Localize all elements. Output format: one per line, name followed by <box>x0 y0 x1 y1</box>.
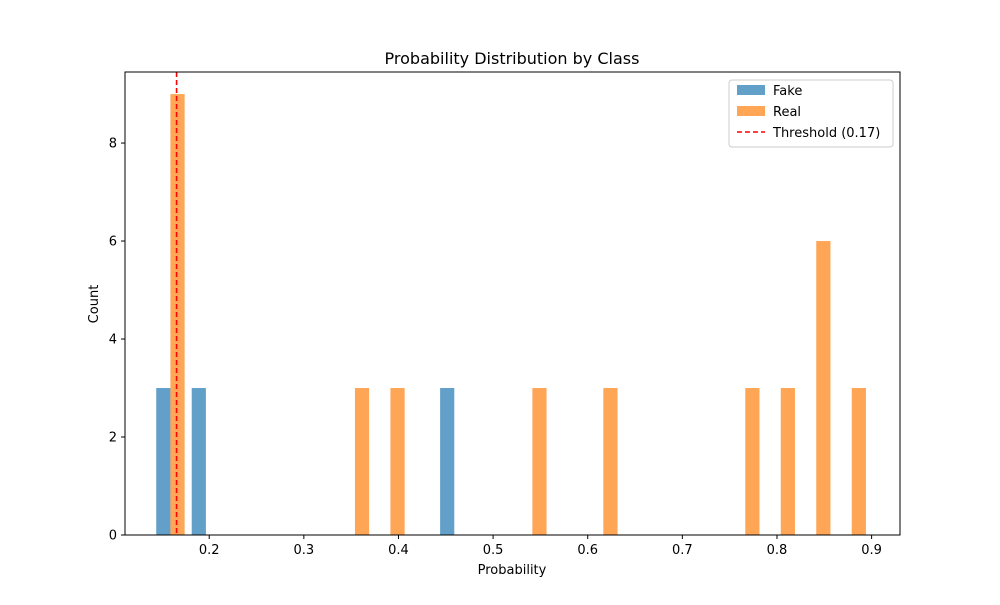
bar-real <box>851 388 866 535</box>
y-tick-label: 2 <box>109 431 117 446</box>
x-tick-label: 0.9 <box>861 543 882 558</box>
y-axis-label: Count <box>87 285 102 324</box>
legend-swatch-fake <box>737 85 765 95</box>
legend-box <box>728 79 894 148</box>
bar-real <box>390 388 405 535</box>
x-tick-label: 0.2 <box>199 543 220 558</box>
x-tick-label: 0.4 <box>388 543 409 558</box>
legend-label-threshold: Threshold (0.17) <box>772 126 880 141</box>
bar-real <box>354 388 370 535</box>
plot-frame <box>124 71 901 536</box>
bar-real <box>780 388 795 535</box>
x-tick-label: 0.5 <box>483 543 504 558</box>
x-tick-label: 0.3 <box>294 543 315 558</box>
bar-real <box>603 388 618 535</box>
x-tick-label: 0.8 <box>767 543 788 558</box>
legend-label-real: Real <box>773 105 801 120</box>
bar-fake <box>191 388 206 535</box>
bar-real <box>816 241 831 536</box>
bar-real <box>532 388 547 535</box>
y-axis-ticks: 0 2 4 6 8 <box>109 137 125 544</box>
legend-label-fake: Fake <box>773 84 802 99</box>
bar-real <box>170 94 185 536</box>
x-axis-label: Probability <box>478 563 547 578</box>
bars-group <box>156 94 866 536</box>
x-tick-label: 0.7 <box>672 543 693 558</box>
x-axis-ticks: 0.2 0.3 0.4 0.5 0.6 0.7 0.8 0.9 <box>199 535 882 558</box>
legend-swatch-real <box>737 106 765 116</box>
y-tick-label: 0 <box>109 529 117 544</box>
chart-title: Probability Distribution by Class <box>385 49 640 68</box>
y-tick-label: 4 <box>109 333 117 348</box>
bar-fake <box>156 388 171 535</box>
y-tick-label: 8 <box>109 137 117 152</box>
x-tick-label: 0.6 <box>577 543 598 558</box>
bar-fake <box>440 388 455 535</box>
bar-real <box>745 388 760 535</box>
legend: Fake Real Threshold (0.17) <box>728 79 894 148</box>
y-tick-label: 6 <box>109 235 117 250</box>
